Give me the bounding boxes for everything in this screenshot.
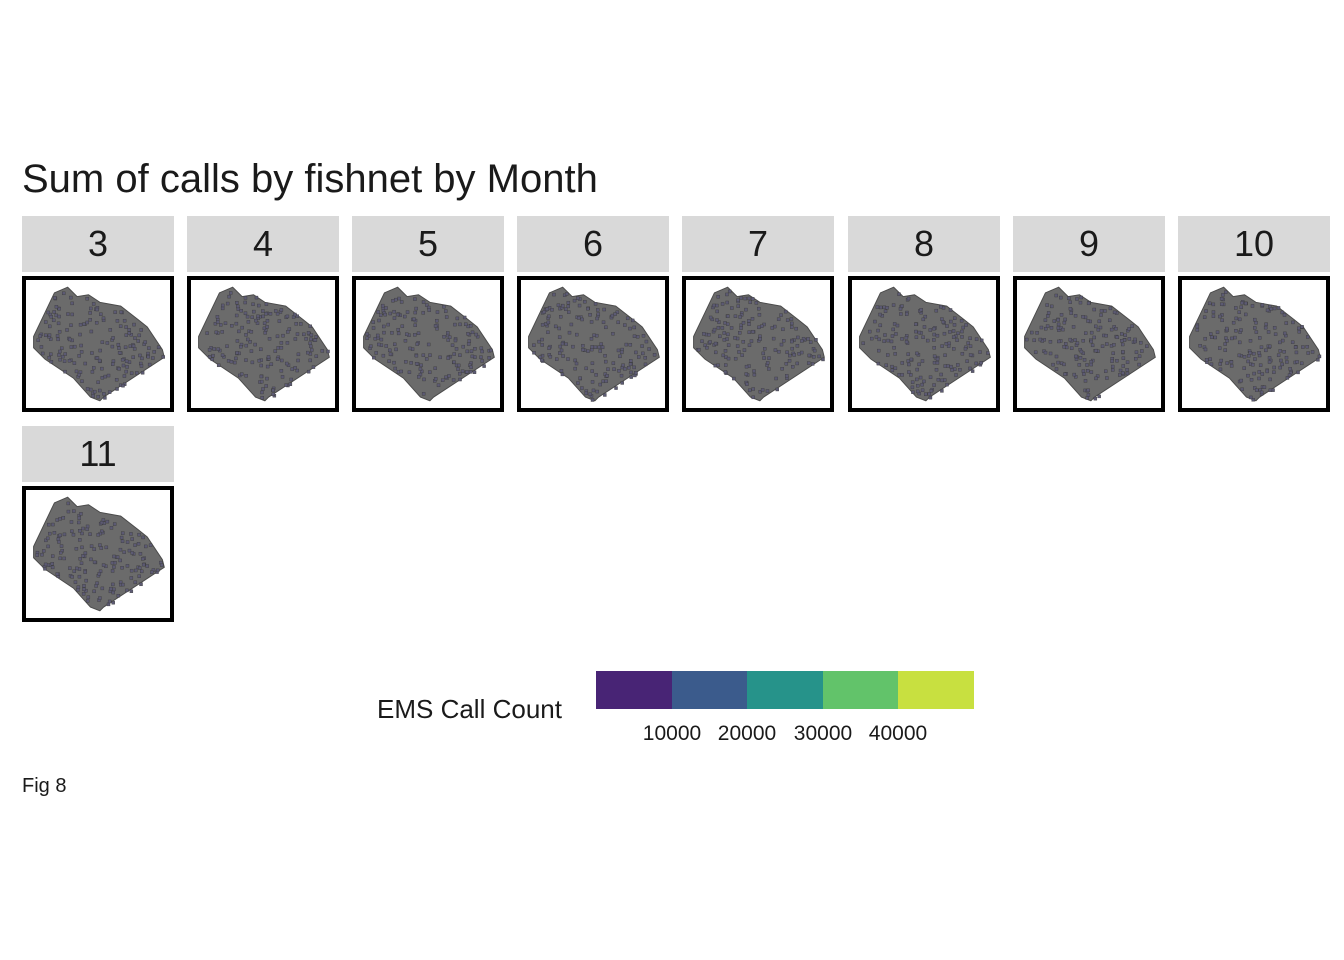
legend-tick-label: 30000 [793, 722, 853, 745]
facet-label: 8 [848, 216, 1000, 272]
legend-color-bin [822, 671, 898, 709]
fishnet-map [693, 286, 825, 402]
figure-caption: Fig 8 [22, 775, 67, 797]
legend-title: EMS Call Count [377, 694, 562, 724]
fishnet-map [198, 286, 330, 402]
facet-map-frame [517, 276, 669, 412]
facet-panel: 10 [1178, 216, 1330, 412]
facet-map-frame [187, 276, 339, 412]
fishnet-map [363, 286, 495, 402]
fishnet-map [1024, 286, 1156, 402]
city-boundary [859, 286, 991, 402]
fishnet-map [33, 496, 165, 612]
fishnet-map [859, 286, 991, 402]
facet-label: 6 [517, 216, 669, 272]
fishnet-cells [1195, 290, 1322, 402]
fishnet-cells [532, 292, 657, 402]
legend-color-bin [596, 671, 672, 709]
facet-panel: 7 [682, 216, 834, 412]
chart-title: Sum of calls by fishnet by Month [22, 157, 598, 201]
fishnet-map [1189, 286, 1322, 402]
facet-label: 3 [22, 216, 174, 272]
facet-panel: 8 [848, 216, 1000, 412]
facet-label: 4 [187, 216, 339, 272]
legend-colorbar [596, 671, 974, 709]
legend-tick-label: 20000 [717, 722, 777, 745]
legend-tick-label: 40000 [868, 722, 928, 745]
fishnet-cells [1024, 293, 1149, 401]
facet-map-frame [682, 276, 834, 412]
facet-map-frame [1013, 276, 1165, 412]
facet-map-frame [22, 486, 174, 622]
city-boundary [33, 496, 165, 612]
facet-map-frame [1178, 276, 1330, 412]
facet-panel: 6 [517, 216, 669, 412]
facet-label: 11 [22, 426, 174, 482]
fishnet-cells [861, 292, 990, 400]
legend-color-bin [671, 671, 747, 709]
facet-map-frame [22, 276, 174, 412]
facet-label: 10 [1178, 216, 1330, 272]
fishnet-cells [35, 501, 164, 607]
facet-panel: 11 [22, 426, 174, 622]
fishnet-cells [365, 296, 493, 396]
fishnet-map [33, 286, 165, 402]
facet-map-frame [352, 276, 504, 412]
facet-label: 5 [352, 216, 504, 272]
legend-color-bin [898, 671, 974, 709]
facet-map-frame [848, 276, 1000, 412]
facet-panel: 3 [22, 216, 174, 412]
facet-panel: 5 [352, 216, 504, 412]
fishnet-map [528, 286, 660, 402]
facet-label: 7 [682, 216, 834, 272]
legend-tick-label: 10000 [642, 722, 702, 745]
legend-color-bin [747, 671, 823, 709]
facet-label: 9 [1013, 216, 1165, 272]
facet-panel: 4 [187, 216, 339, 412]
fishnet-cells [696, 289, 825, 400]
fishnet-cells [205, 291, 330, 400]
fishnet-cells [36, 291, 165, 400]
facet-panel: 9 [1013, 216, 1165, 412]
